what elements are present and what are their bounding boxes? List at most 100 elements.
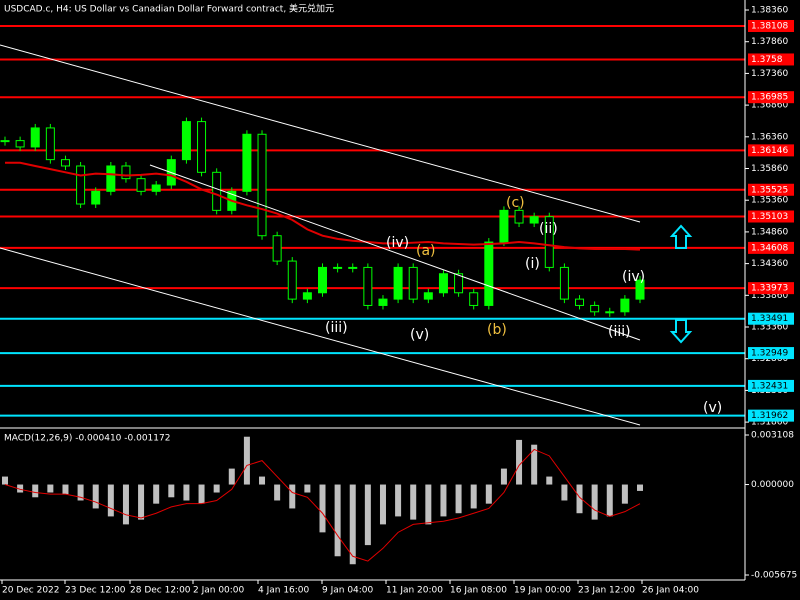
macd-bar xyxy=(198,484,205,504)
y-tick-label: 1.37360 xyxy=(751,69,788,79)
macd-bar xyxy=(395,484,402,517)
y-tick-label: 1.32860 xyxy=(751,354,788,364)
x-tick-label: 11 Jan 20:00 xyxy=(386,586,443,596)
macd-bar xyxy=(591,484,598,520)
candle xyxy=(15,140,25,148)
wave-label: (a) xyxy=(416,243,436,259)
candle xyxy=(0,140,10,143)
macd-bar xyxy=(500,468,507,485)
macd-bar xyxy=(531,444,538,485)
x-tick-label: 23 Jan 12:00 xyxy=(578,586,635,596)
candle xyxy=(91,190,101,205)
candle xyxy=(544,216,554,268)
candle xyxy=(363,266,373,306)
candle xyxy=(287,260,297,300)
candle xyxy=(620,298,630,313)
macd-bar xyxy=(32,484,39,498)
level-tag xyxy=(748,210,794,223)
macd-bar xyxy=(274,484,281,501)
macd-bar xyxy=(2,476,8,485)
macd-bar xyxy=(107,484,114,517)
candle xyxy=(408,266,418,300)
level-label: 1.34608 xyxy=(751,243,788,253)
y-tick-label: 1.35360 xyxy=(751,196,788,206)
macd-bar xyxy=(546,476,553,485)
wave-label: (iii) xyxy=(325,320,348,336)
y-tick-label: 1.34360 xyxy=(751,259,788,269)
macd-bar xyxy=(213,484,220,493)
candle xyxy=(242,133,252,192)
candle xyxy=(257,133,267,237)
candle xyxy=(423,292,433,300)
macd-bar xyxy=(183,484,190,501)
x-tick-label: 2 Jan 00:00 xyxy=(193,586,245,596)
candle xyxy=(181,121,191,161)
macd-bar xyxy=(17,484,24,493)
candle xyxy=(121,165,131,180)
macd-y-tick-label: 0.000000 xyxy=(751,480,794,490)
y-tick-label: 1.31860 xyxy=(751,418,788,428)
y-tick-label: 1.35860 xyxy=(751,164,788,174)
macd-bar xyxy=(259,476,266,485)
moving-average xyxy=(5,161,641,251)
y-tick-label: 1.33860 xyxy=(751,291,788,301)
candle xyxy=(575,298,585,306)
macd-bar xyxy=(319,484,326,533)
level-tag xyxy=(748,19,794,32)
level-label: 1.36146 xyxy=(751,146,788,156)
macd-bar xyxy=(47,484,54,493)
level-tag xyxy=(748,282,794,295)
macd-y-tick-label: -0.005675 xyxy=(751,570,797,580)
macd-bar xyxy=(470,484,477,509)
level-label: 1.38108 xyxy=(751,21,788,31)
chart-title: USDCAD.c, H4: US Dollar vs Canadian Doll… xyxy=(4,3,334,15)
y-tick-label: 1.38360 xyxy=(751,6,788,16)
level-tag xyxy=(748,379,794,392)
x-tick-label: 4 Jan 16:00 xyxy=(258,586,310,596)
y-tick-label: 1.36860 xyxy=(751,101,788,111)
level-label: 1.35525 xyxy=(751,185,788,195)
macd-bar xyxy=(138,484,145,520)
macd-label: MACD(12,26,9) -0.000410 -0.001172 xyxy=(4,434,170,444)
level-tag xyxy=(748,312,794,325)
macd-bar xyxy=(516,439,523,485)
macd-bar xyxy=(228,468,235,485)
macd-bar xyxy=(455,484,462,514)
candle xyxy=(635,279,645,300)
macd-bar xyxy=(637,484,643,491)
candle xyxy=(393,266,403,300)
macd-bar xyxy=(379,484,386,525)
candle xyxy=(469,292,479,306)
channel-line xyxy=(0,247,641,426)
candle xyxy=(136,178,146,192)
candle xyxy=(197,121,207,173)
candle xyxy=(151,184,161,192)
level-label: 1.35103 xyxy=(751,212,788,222)
candle xyxy=(454,273,464,294)
candle xyxy=(333,266,343,269)
candle xyxy=(30,127,40,148)
candle xyxy=(514,209,524,224)
macd-bar xyxy=(289,484,296,509)
x-tick-label: 9 Jan 04:00 xyxy=(322,586,374,596)
macd-bar xyxy=(92,484,99,509)
candle xyxy=(438,273,448,294)
wave-label: (b) xyxy=(487,322,507,338)
wave-label: (ii) xyxy=(539,221,558,237)
candle xyxy=(60,159,70,167)
level-label: 1.32431 xyxy=(751,381,788,391)
candle xyxy=(378,298,388,306)
x-tick-label: 26 Jan 04:00 xyxy=(642,586,699,596)
macd-bar xyxy=(304,484,311,493)
wave-label: (iv) xyxy=(622,269,645,285)
channel-line xyxy=(149,164,641,341)
wave-label: (c) xyxy=(506,195,525,211)
level-label: 1.31962 xyxy=(751,411,788,421)
level-label: 1.33973 xyxy=(751,284,788,294)
wave-label: (i) xyxy=(525,256,540,272)
macd-bar xyxy=(621,484,628,504)
wave-label: (iii) xyxy=(608,324,631,340)
up-arrow xyxy=(669,224,693,249)
wave-label: (v) xyxy=(703,400,722,416)
